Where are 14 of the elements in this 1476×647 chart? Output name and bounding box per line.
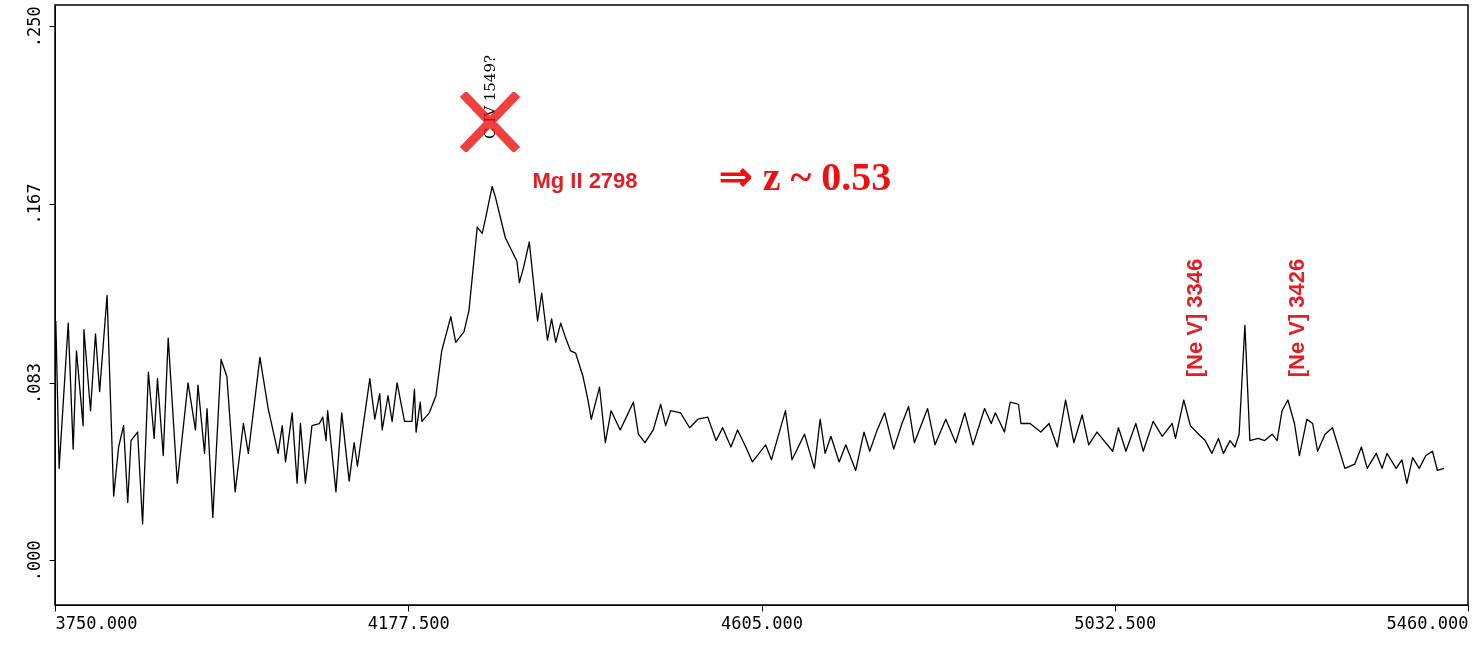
x-tick-label: 5460.000: [1386, 612, 1469, 633]
annotation: C IV 1549?: [481, 55, 499, 139]
y-tick-label: .083: [23, 362, 44, 404]
y-tick-label: .000: [23, 540, 44, 582]
x-tick-label: 4605.000: [721, 612, 803, 633]
x-tick-label: 5032.500: [1074, 612, 1157, 633]
x-tick-label: 3750.000: [55, 612, 138, 633]
annotation: [Ne V] 3346: [1182, 258, 1207, 378]
annotation: [Ne V] 3426: [1284, 258, 1309, 378]
y-tick-label: .167: [23, 183, 44, 225]
y-tick-label: .250: [23, 6, 44, 48]
annotation: Mg II 2798: [532, 168, 638, 193]
x-tick-label: 4177.500: [367, 612, 450, 633]
annotation: ⇒ z ~ 0.53: [718, 154, 892, 199]
